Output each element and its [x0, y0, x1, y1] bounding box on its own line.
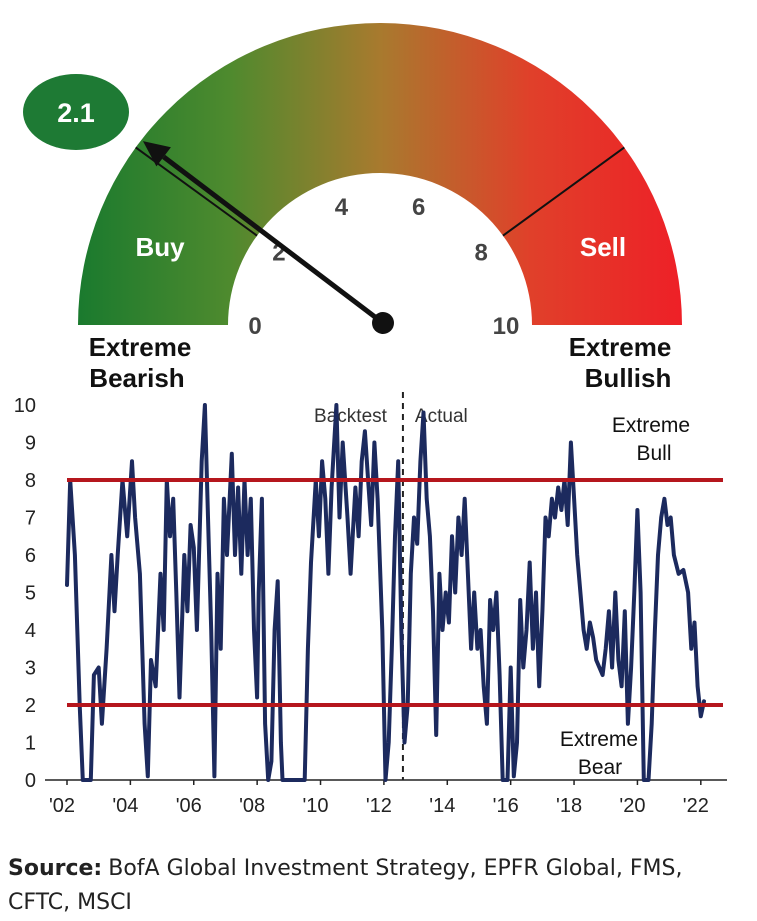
needle-line [162, 154, 385, 325]
y-tick-10: 10 [14, 395, 36, 417]
source-text: BofA Global Investment Strategy, EPFR Gl… [8, 856, 683, 915]
y-tick-8: 8 [25, 470, 36, 492]
extreme-bullish-label-line1: Extreme [569, 332, 672, 362]
sentiment-series-line [65, 403, 706, 782]
gauge-arc [78, 23, 682, 325]
x-tick-2020: '20 [619, 795, 645, 817]
y-tick-0: 0 [25, 770, 36, 792]
actual-label: Actual [415, 406, 468, 427]
needle-arrowhead [142, 141, 171, 167]
backtest-label: Backtest [314, 406, 388, 427]
y-tick-4: 4 [25, 620, 36, 642]
extreme-bullish-label-line2: Bullish [585, 363, 672, 393]
x-tick-2006: '06 [176, 795, 202, 817]
extreme-bull-label-line2: Bull [636, 442, 671, 465]
gauge-tick-8: 8 [474, 240, 487, 267]
x-axis-tick-labels: '02 '04 '06 '08 '10 '12 '14 '16 '18 '20 '22 [49, 795, 709, 817]
y-tick-6: 6 [25, 545, 36, 567]
source-note: Source: BofA Global Investment Strategy, … [8, 852, 728, 920]
needle-hub [372, 312, 394, 334]
y-tick-5: 5 [25, 583, 36, 605]
y-tick-2: 2 [25, 695, 36, 717]
x-tick-2002: '02 [49, 795, 75, 817]
gauge-tick-6: 6 [412, 194, 425, 221]
extreme-bearish-label-line2: Bearish [89, 363, 184, 393]
extreme-bearish-label-line1: Extreme [89, 332, 192, 362]
extreme-bear-label-line1: Extreme [560, 728, 638, 751]
gauge-tick-4: 4 [335, 194, 349, 221]
buy-zone-label: Buy [135, 232, 185, 262]
x-tick-2018: '18 [556, 795, 582, 817]
extreme-bear-label-line2: Bear [578, 756, 622, 779]
sell-zone-divider [502, 146, 625, 237]
sentiment-line-chart: 0 1 2 3 4 5 6 7 8 9 10 '02 '04 '06 '08 '10 '12 '14 '16 '18… [14, 392, 727, 817]
gauge-needle [142, 141, 394, 334]
reading-badge [23, 74, 129, 150]
gauge-tick-10: 10 [493, 313, 520, 340]
y-axis-tick-labels: 0 1 2 3 4 5 6 7 8 9 10 [14, 395, 36, 792]
x-tick-2010: '10 [302, 795, 328, 817]
x-axis-tick-marks [66, 780, 702, 785]
x-tick-2016: '16 [493, 795, 519, 817]
source-label: Source: [8, 856, 103, 881]
y-tick-9: 9 [25, 433, 36, 455]
reading-value: 2.1 [57, 98, 95, 128]
x-tick-2014: '14 [429, 795, 455, 817]
gauge-tick-0: 0 [248, 313, 261, 340]
y-tick-7: 7 [25, 508, 36, 530]
x-tick-2008: '08 [239, 795, 265, 817]
x-tick-2022: '22 [683, 795, 709, 817]
y-tick-3: 3 [25, 658, 36, 680]
y-tick-1: 1 [25, 733, 36, 755]
extreme-bull-label-line1: Extreme [612, 414, 690, 437]
sell-zone-label: Sell [580, 232, 626, 262]
x-tick-2004: '04 [112, 795, 138, 817]
x-tick-2012: '12 [366, 795, 392, 817]
